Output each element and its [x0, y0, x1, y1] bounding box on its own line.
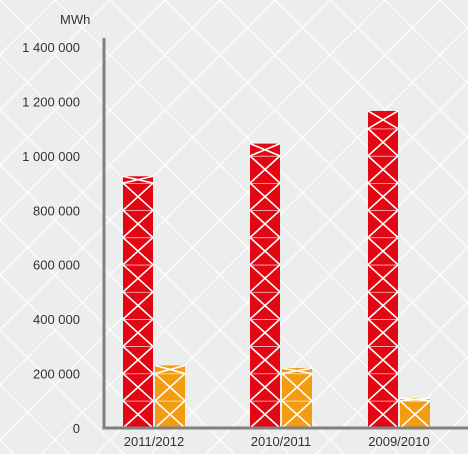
x-axis-labels: 2011/2012 2010/2011 2009/2010: [124, 434, 430, 449]
y-tick-label: 1 200 000: [22, 94, 80, 109]
y-tick-label: 1 000 000: [22, 149, 80, 164]
bar-series-1-1: [249, 142, 281, 429]
x-category-label: 2011/2012: [124, 434, 185, 449]
y-tick-label: 600 000: [33, 258, 80, 273]
y-axis-ticks: 0 200 000 400 000 600 000 800 000 1 000 000 1 …: [22, 40, 80, 436]
y-tick-label: 1 400 000: [22, 40, 80, 55]
y-tick-label: 0: [73, 421, 80, 436]
y-tick-label: 200 000: [33, 367, 80, 382]
bar-series-2-2: [399, 397, 431, 429]
bar-series-2-0: [154, 364, 186, 429]
y-tick-label: 800 000: [33, 203, 80, 218]
y-unit-label: MWh: [60, 12, 90, 27]
bar-series-2-1: [281, 367, 313, 429]
bar-series-1-0: [122, 175, 154, 429]
bars: [122, 110, 431, 429]
y-tick-label: 400 000: [33, 312, 80, 327]
bar-series-1-2: [367, 110, 399, 429]
x-category-label: 2010/2011: [251, 434, 312, 449]
x-category-label: 2009/2010: [368, 434, 429, 449]
